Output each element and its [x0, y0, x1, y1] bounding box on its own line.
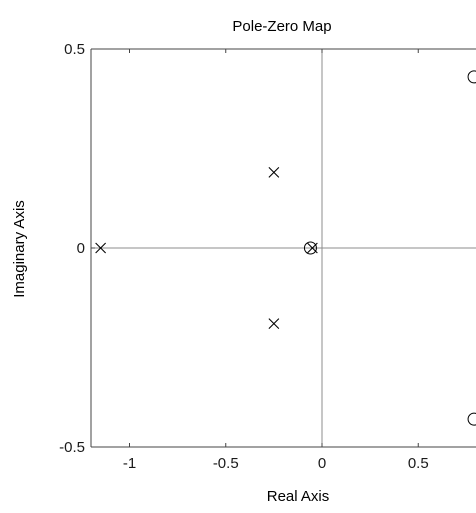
- markers: [95, 70, 476, 426]
- x-tick-label: 0: [318, 455, 326, 472]
- x-tick-label: 0.5: [408, 455, 429, 472]
- y-axis-label: Imaginary Axis: [11, 200, 28, 298]
- tick-labels: -1 -0.5 0 0.5 -0.5 0 0.5: [59, 41, 429, 472]
- pole-marker: [95, 242, 107, 254]
- zero-lines: [91, 49, 476, 447]
- zero-marker: [303, 241, 317, 255]
- y-tick-label: -0.5: [59, 439, 85, 456]
- chart-title: Pole-Zero Map: [232, 18, 331, 35]
- x-tick-label: -0.5: [213, 455, 239, 472]
- x-tick-label: -1: [123, 455, 136, 472]
- zero-marker: [467, 412, 476, 426]
- y-tick-label: 0: [77, 240, 85, 257]
- pole-marker: [268, 166, 280, 178]
- y-tick-label: 0.5: [64, 41, 85, 58]
- zero-marker: [467, 70, 476, 84]
- axis-ticks: [91, 48, 419, 448]
- x-axis-label: Real Axis: [267, 488, 330, 505]
- pole-marker: [268, 318, 280, 330]
